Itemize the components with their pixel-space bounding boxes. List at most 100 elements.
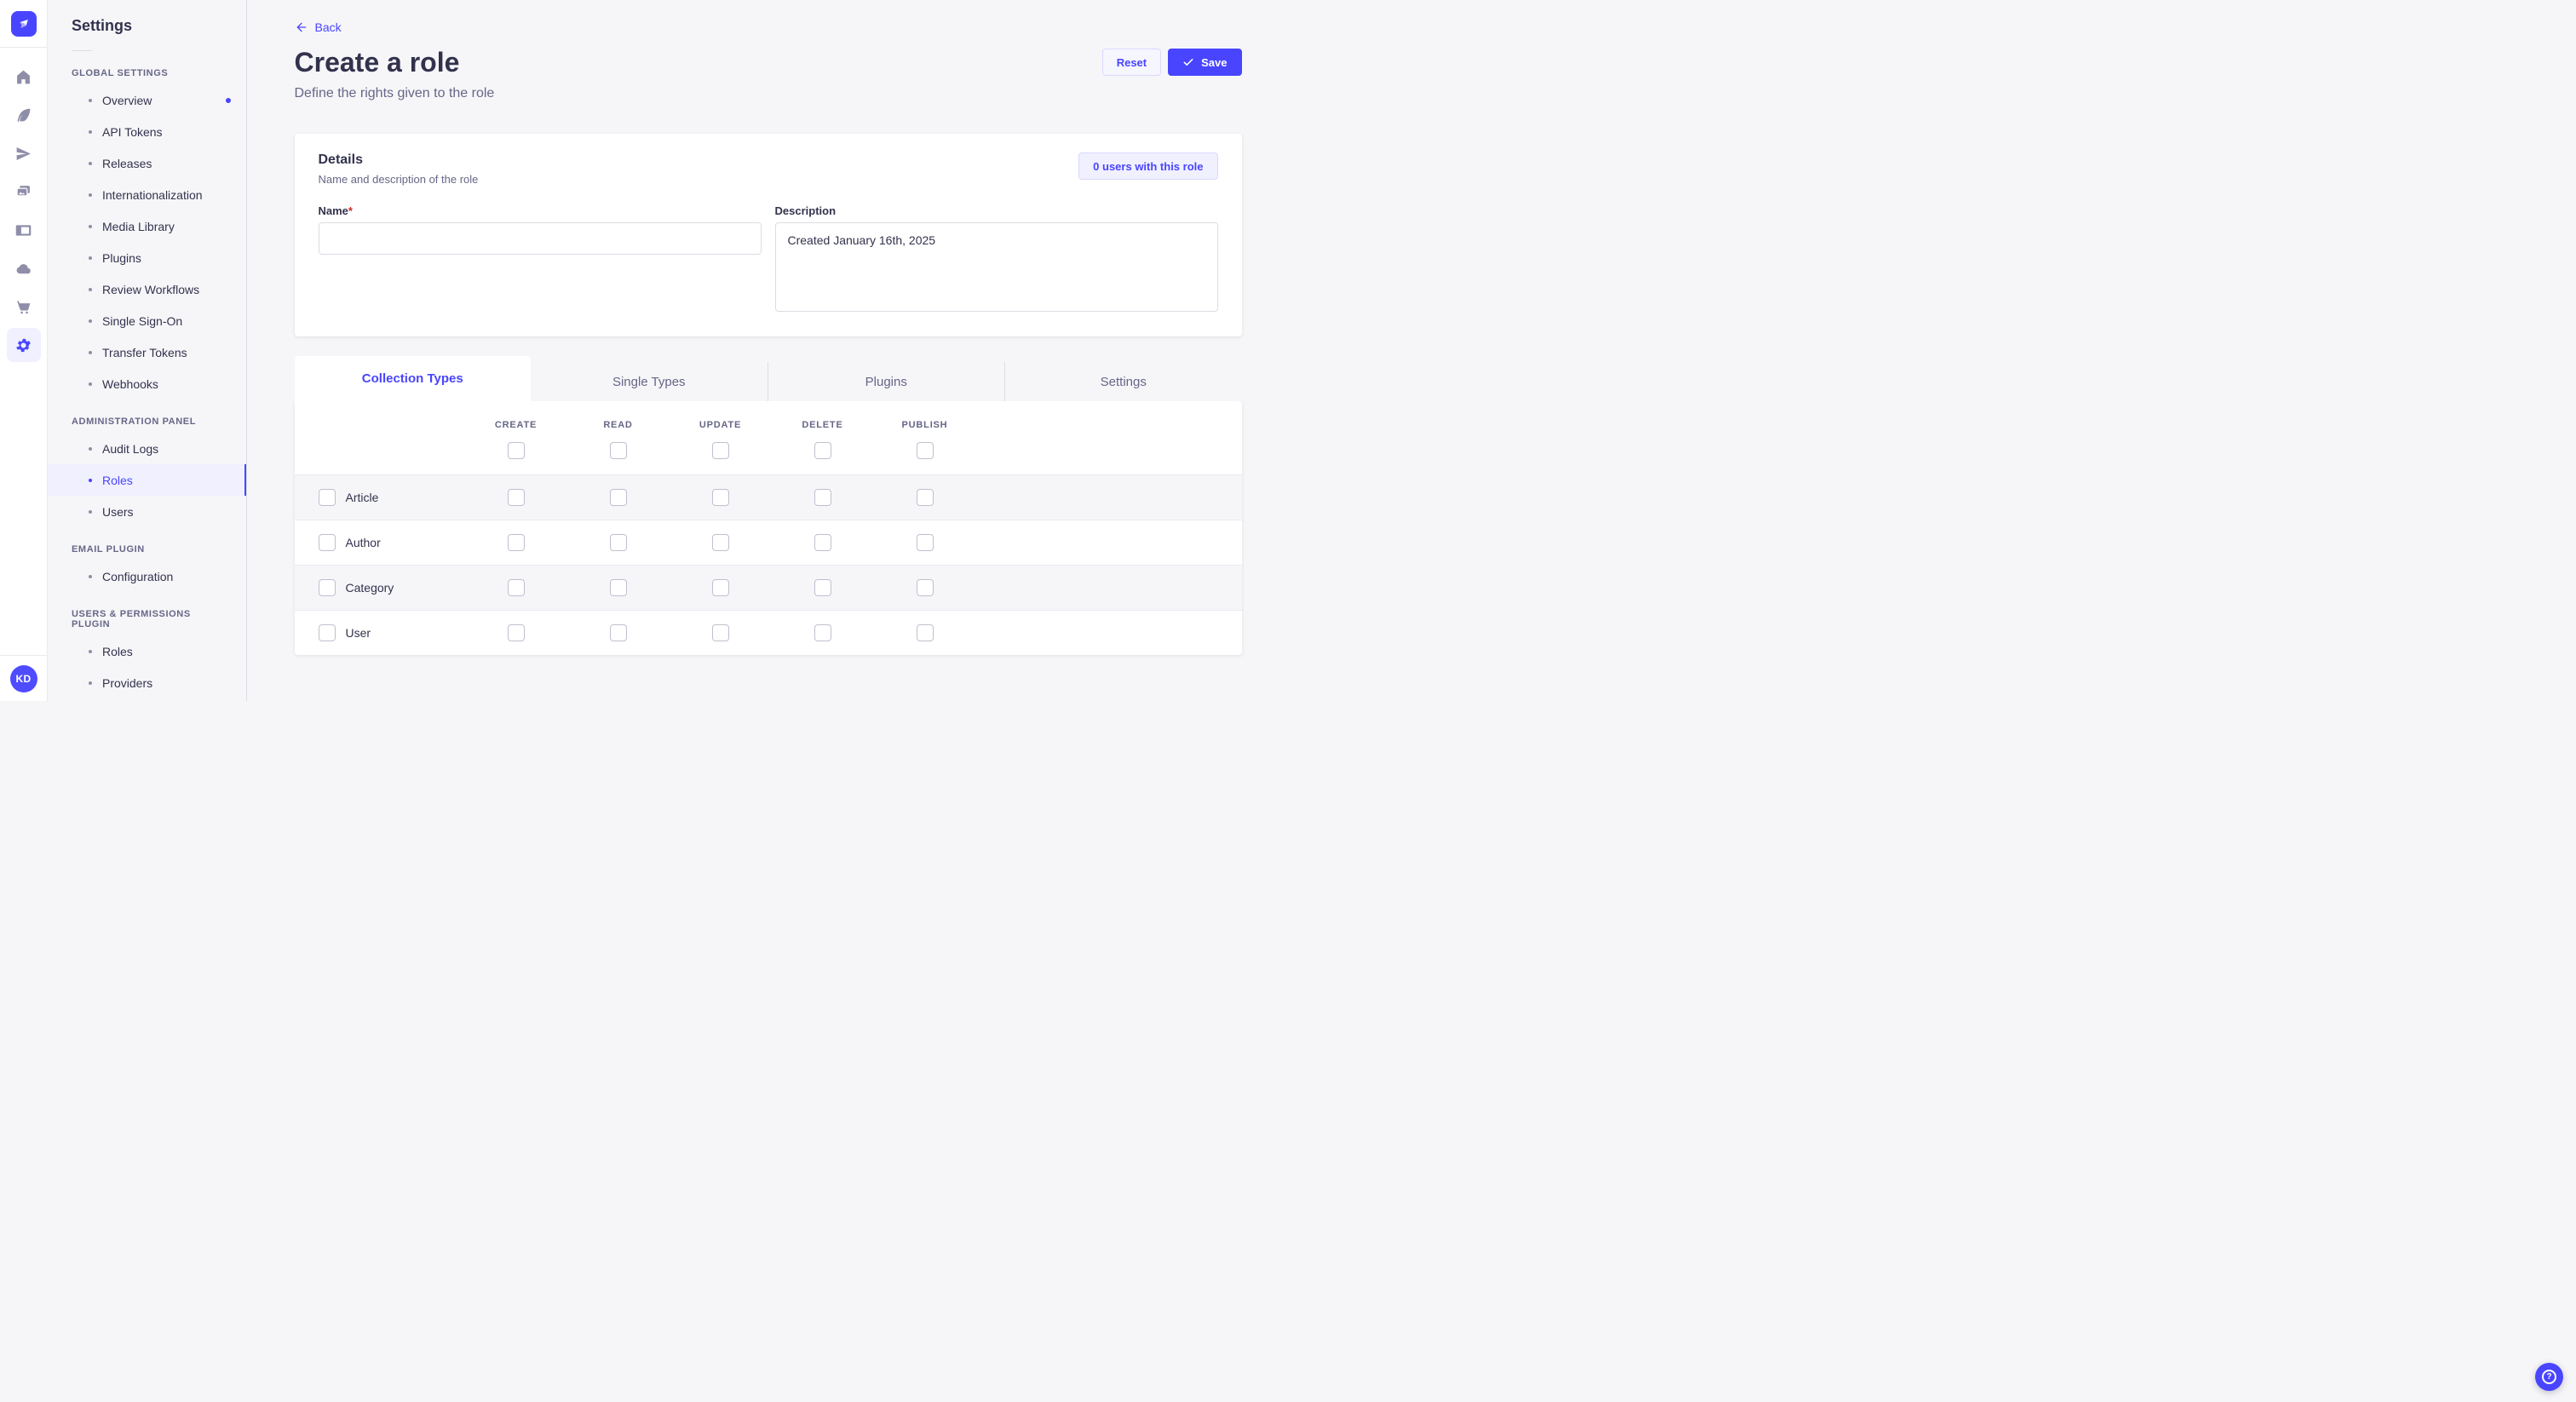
category-delete-checkbox[interactable] [814,579,831,596]
column-header-update: UPDATE [699,420,742,430]
sidebar-item-roles-up[interactable]: Roles [48,635,246,667]
settings-gear-icon[interactable] [6,328,41,362]
tab-collection-types[interactable]: Collection Types [294,356,531,401]
sidebar-item-roles-admin[interactable]: Roles [48,464,246,496]
row-select-checkbox[interactable] [318,534,336,551]
rail-bottom: KD [0,655,47,701]
column-header-read: READ [603,420,633,430]
user-delete-checkbox[interactable] [814,624,831,641]
author-read-checkbox[interactable] [609,534,627,551]
help-question-icon: ? [2542,1370,2556,1384]
notification-dot [226,97,231,103]
category-read-checkbox[interactable] [609,579,627,596]
header-actions: Reset Save [1101,49,1242,76]
category-update-checkbox[interactable] [711,579,729,596]
sidebar-item-configuration[interactable]: Configuration [48,560,246,592]
author-delete-checkbox[interactable] [814,534,831,551]
article-update-checkbox[interactable] [711,489,729,506]
bullet-icon [89,478,92,482]
sidebar-item-media-library[interactable]: Media Library [48,210,246,242]
row-select-checkbox[interactable] [318,579,336,596]
sidebar-item-single-sign-on[interactable]: Single Sign-On [48,305,246,336]
row-select-checkbox[interactable] [318,624,336,641]
help-button[interactable]: ? [2535,1363,2563,1391]
name-field-group: Name* [318,204,762,316]
select-all-create-checkbox[interactable] [507,442,525,459]
sidebar-item-label: Overview [102,93,152,107]
cloud-icon[interactable] [7,251,41,285]
back-arrow-icon [296,22,306,32]
sidebar-item-label: Single Sign-On [102,313,183,328]
sidebar-item-label: Releases [102,156,152,170]
author-create-checkbox[interactable] [507,534,525,551]
strapi-logo-icon[interactable] [10,10,37,37]
sidebar-item-label: Roles [102,644,133,658]
save-button[interactable]: Save [1168,49,1242,76]
author-update-checkbox[interactable] [711,534,729,551]
details-subtitle: Name and description of the role [318,173,479,186]
column-header-publish: PUBLISH [901,420,948,430]
user-publish-checkbox[interactable] [916,624,934,641]
marketplace-cart-icon[interactable] [7,290,41,324]
sidebar-item-label: Roles [102,473,133,487]
sidebar-item-plugins[interactable]: Plugins [48,242,246,273]
section-title-administration-panel: ADMINISTRATION PANEL [72,417,197,427]
sidebar-item-transfer-tokens[interactable]: Transfer Tokens [48,336,246,368]
sidebar-item-webhooks[interactable]: Webhooks [48,368,246,399]
select-all-publish-checkbox[interactable] [916,442,934,459]
bullet-icon [89,129,92,134]
home-icon[interactable] [7,60,41,94]
tab-single-types[interactable]: Single Types [531,362,768,401]
user-create-checkbox[interactable] [507,624,525,641]
logo-box [0,0,47,48]
select-all-read-checkbox[interactable] [609,442,627,459]
article-publish-checkbox[interactable] [916,489,934,506]
article-create-checkbox[interactable] [507,489,525,506]
sidebar-item-label: Internationalization [102,187,203,202]
send-plane-icon[interactable] [7,136,41,170]
sidebar-item-review-workflows[interactable]: Review Workflows [48,273,246,305]
bullet-icon [89,681,92,685]
sidebar-item-providers[interactable]: Providers [48,667,246,698]
back-link[interactable]: Back [295,20,342,34]
bullet-icon [89,382,92,386]
row-select-checkbox[interactable] [318,489,336,506]
details-title: Details [318,152,363,167]
category-publish-checkbox[interactable] [916,579,934,596]
sidebar-item-overview[interactable]: Overview [48,84,246,116]
user-read-checkbox[interactable] [609,624,627,641]
article-read-checkbox[interactable] [609,489,627,506]
author-publish-checkbox[interactable] [916,534,934,551]
permissions-table: CREATE READ UPDATE DELETE PUBLISH [294,401,1242,655]
sidebar-item-releases[interactable]: Releases [48,147,246,179]
content-type-builder-icon[interactable] [7,213,41,247]
name-label: Name* [318,204,353,217]
sidebar-item-users[interactable]: Users [48,496,246,527]
content-manager-feather-icon[interactable] [7,98,41,132]
description-field-group: Description Created January 16th, 2025 [774,204,1218,316]
bullet-icon [89,446,92,451]
select-all-delete-checkbox[interactable] [814,442,831,459]
subnav-title: Settings [72,17,133,34]
tab-plugins[interactable]: Plugins [767,362,1004,401]
table-row-category: Category [294,565,1242,610]
sidebar-item-api-tokens[interactable]: API Tokens [48,116,246,147]
sidebar-item-audit-logs[interactable]: Audit Logs [48,433,246,464]
bullet-icon [89,287,92,291]
select-all-update-checkbox[interactable] [711,442,729,459]
category-create-checkbox[interactable] [507,579,525,596]
sidebar-item-label: Webhooks [102,376,158,391]
required-asterisk: * [348,204,353,217]
sidebar-item-internationalization[interactable]: Internationalization [48,179,246,210]
user-update-checkbox[interactable] [711,624,729,641]
article-delete-checkbox[interactable] [814,489,831,506]
users-with-role-button[interactable]: 0 users with this role [1078,152,1218,180]
details-card: Details Name and description of the role… [294,134,1242,336]
name-input[interactable] [318,222,762,255]
tab-settings[interactable]: Settings [1004,362,1242,401]
description-textarea[interactable]: Created January 16th, 2025 [774,222,1218,312]
reset-button[interactable]: Reset [1101,49,1162,76]
media-library-icon[interactable] [7,175,41,209]
user-avatar[interactable]: KD [9,665,37,692]
sidebar-item-label: Users [102,504,134,519]
